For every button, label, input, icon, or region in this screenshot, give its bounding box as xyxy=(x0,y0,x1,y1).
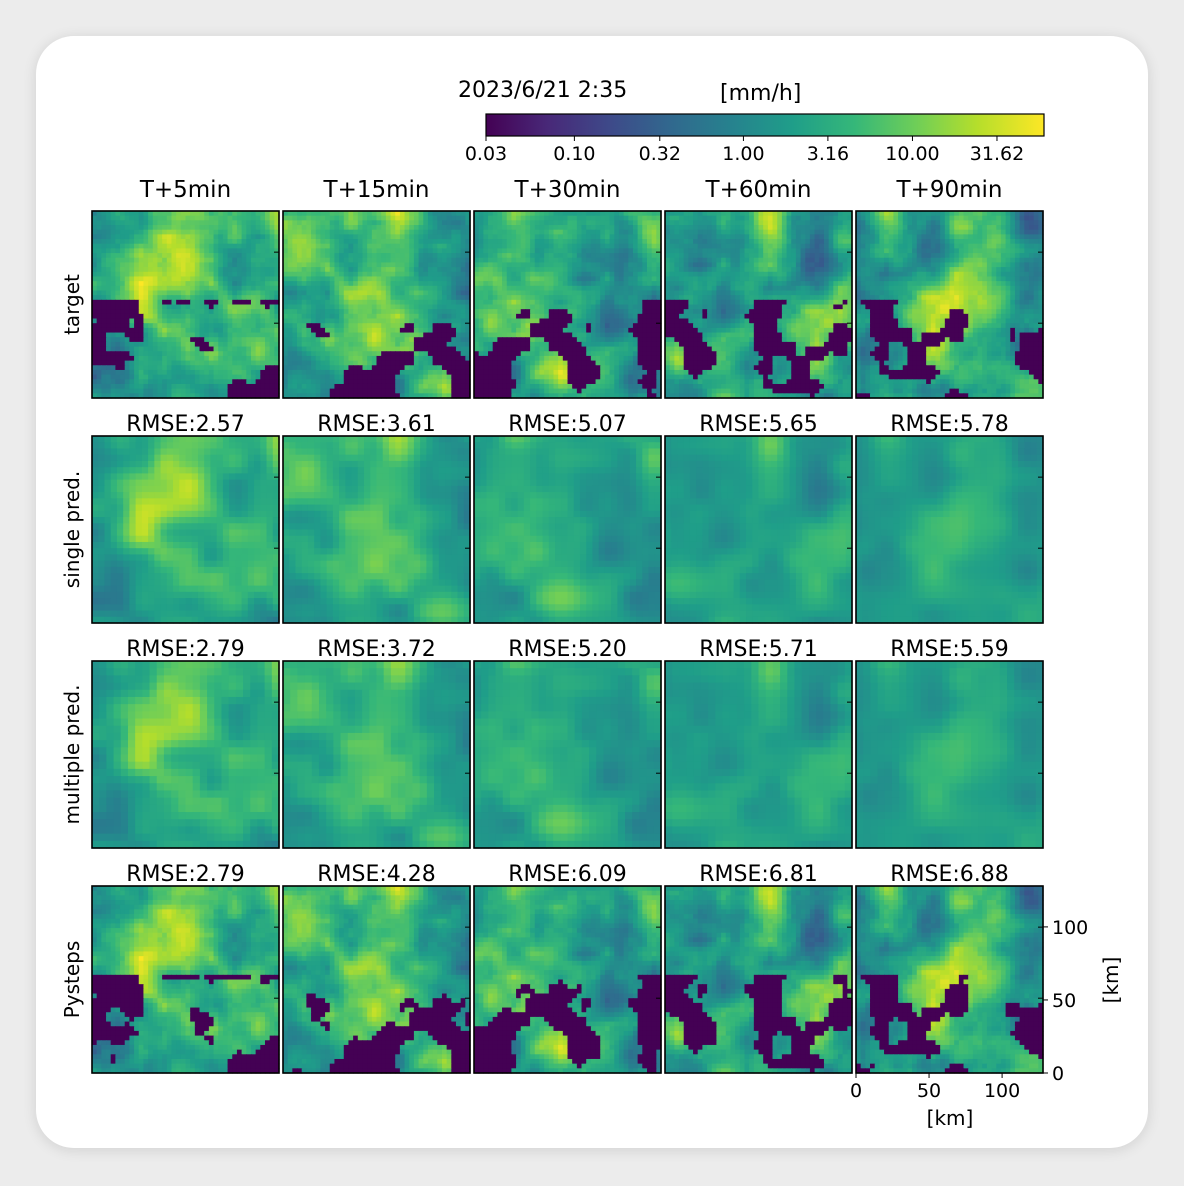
heatmap-panel xyxy=(283,436,471,624)
column-title: T+90min xyxy=(896,177,1003,203)
panel-frame xyxy=(855,885,1044,1074)
panel-frame xyxy=(855,660,1044,849)
panel-frame xyxy=(855,210,1044,399)
heatmap-panel xyxy=(283,661,471,849)
colorbar-tick-label: 31.62 xyxy=(970,143,1024,165)
panel-frame xyxy=(282,435,471,624)
y-axis: 0 50 100 xyxy=(1043,917,1088,1085)
panel-frame xyxy=(282,885,471,1074)
panel-frame xyxy=(473,210,662,399)
panel-frame xyxy=(91,435,280,624)
column-title: T+15min xyxy=(323,177,430,203)
rmse-label: RMSE:2.57 xyxy=(126,412,245,437)
row-label: multiple pred. xyxy=(60,685,84,825)
column-title: T+60min xyxy=(705,177,812,203)
panel-grid xyxy=(91,210,1044,1074)
heatmap-panel xyxy=(665,211,853,399)
heatmap-panel xyxy=(283,211,471,399)
heatmap-panel xyxy=(856,211,1044,399)
panel-frame xyxy=(473,660,662,849)
column-titles: T+5min T+15min T+30min T+60min T+90min xyxy=(139,177,1003,203)
y-tick-label: 100 xyxy=(1052,917,1088,939)
heatmap-panel xyxy=(283,886,471,1074)
x-tick-label: 100 xyxy=(984,1080,1020,1102)
heatmap-panel xyxy=(474,211,662,399)
heatmap-panel xyxy=(665,436,853,624)
colorbar xyxy=(485,113,1045,137)
heatmap-panel xyxy=(856,886,1044,1074)
rmse-label: RMSE:3.61 xyxy=(317,412,436,437)
rmse-label: RMSE:5.65 xyxy=(699,412,818,437)
heatmap-panel xyxy=(92,211,280,399)
row-label: single pred. xyxy=(60,471,84,588)
heatmap-panel xyxy=(856,436,1044,624)
panel-frame xyxy=(91,885,280,1074)
column-title: T+30min xyxy=(514,177,621,203)
panel-frame xyxy=(473,435,662,624)
panel-frame xyxy=(282,210,471,399)
rmse-label: RMSE:5.71 xyxy=(699,637,818,662)
heatmap-panel xyxy=(474,436,662,624)
colorbar-tick-label: 10.00 xyxy=(885,143,939,165)
rmse-label: RMSE:2.79 xyxy=(126,862,245,887)
colorbar-tick-label: 0.03 xyxy=(465,143,507,165)
y-axis-label: [km] xyxy=(1099,957,1123,1004)
x-axis: 0 50 100 xyxy=(850,1073,1020,1102)
panel-frame xyxy=(664,435,853,624)
heatmap-panel xyxy=(665,886,853,1074)
rmse-label: RMSE:5.20 xyxy=(508,637,627,662)
x-tick-label: 50 xyxy=(917,1080,941,1102)
row-label: target xyxy=(60,274,84,335)
rmse-label: RMSE:6.88 xyxy=(890,862,1009,887)
panel-frame xyxy=(664,660,853,849)
y-tick-label: 50 xyxy=(1052,990,1076,1012)
colorbar-tick-label: 0.32 xyxy=(639,143,681,165)
heatmap-panel xyxy=(665,661,853,849)
rmse-label: RMSE:6.81 xyxy=(699,862,818,887)
colorbar-ticks: 0.03 0.10 0.32 1.00 3.16 10.00 31.62 xyxy=(465,136,1024,165)
timestamp-label: 2023/6/21 2:35 xyxy=(458,78,627,103)
rmse-label: RMSE:5.59 xyxy=(890,637,1009,662)
colorbar-tick-label: 0.10 xyxy=(553,143,595,165)
panel-frame xyxy=(855,435,1044,624)
rmse-label: RMSE:5.07 xyxy=(508,412,627,437)
y-tick-label: 0 xyxy=(1052,1063,1064,1085)
panel-frame xyxy=(473,885,662,1074)
x-axis-label: [km] xyxy=(927,1106,974,1130)
panel-frame xyxy=(664,885,853,1074)
heatmap-panel xyxy=(92,886,280,1074)
x-tick-label: 0 xyxy=(850,1080,862,1102)
panel-frame xyxy=(91,660,280,849)
row-label: Pysteps xyxy=(60,941,84,1019)
heatmap-panel xyxy=(92,436,280,624)
rmse-label: RMSE:5.78 xyxy=(890,412,1009,437)
panel-frame xyxy=(282,660,471,849)
panel-frame xyxy=(664,210,853,399)
row-labels: target single pred. multiple pred. Pysteps xyxy=(60,274,84,1018)
column-title: T+5min xyxy=(139,177,231,203)
heatmap-panel xyxy=(856,661,1044,849)
colorbar-unit: [mm/h] xyxy=(720,81,801,106)
rmse-label: RMSE:2.79 xyxy=(126,637,245,662)
rmse-label: RMSE:6.09 xyxy=(508,862,627,887)
colorbar-tick-label: 3.16 xyxy=(807,143,849,165)
panel-frame xyxy=(91,210,280,399)
rmse-label: RMSE:4.28 xyxy=(317,862,436,887)
rmse-labels: RMSE:2.57 RMSE:3.61 RMSE:5.07 RMSE:5.65 RMSE… xyxy=(126,412,1009,887)
heatmap-panel xyxy=(474,661,662,849)
rmse-label: RMSE:3.72 xyxy=(317,637,436,662)
heatmap-panel xyxy=(474,886,662,1074)
colorbar-tick-label: 1.00 xyxy=(722,143,764,165)
heatmap-panel xyxy=(92,661,280,849)
